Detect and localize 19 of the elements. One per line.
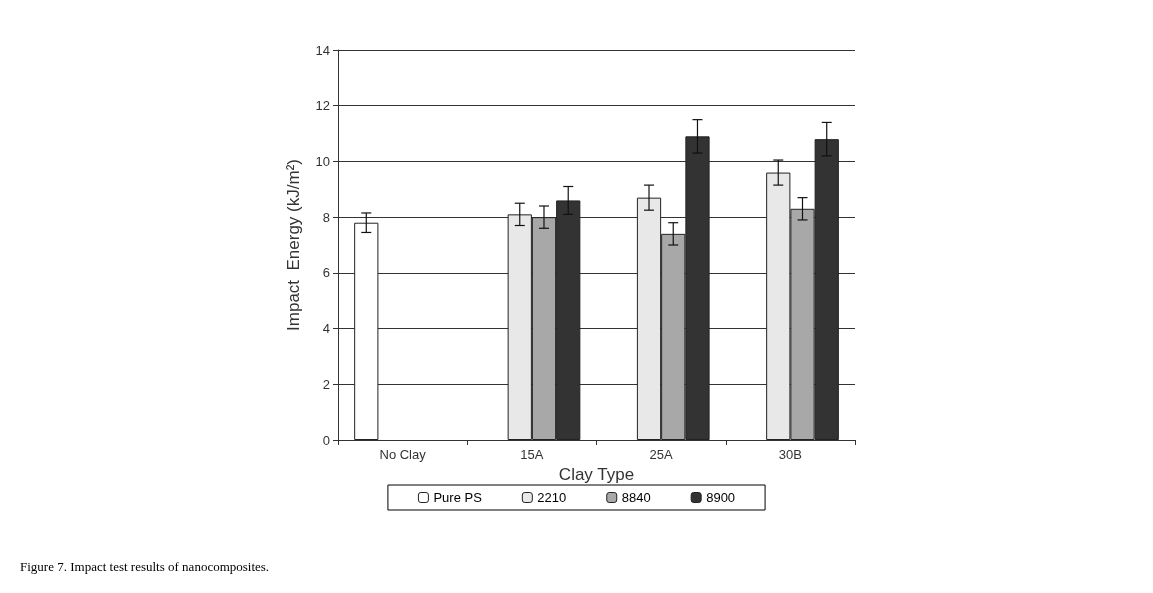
x-tick-label: No Clay — [379, 447, 427, 462]
y-tick-label: 8 — [322, 209, 330, 225]
x-tick-label: 25A — [649, 447, 674, 462]
x-tick-label: 30B — [778, 447, 802, 462]
legend-label: 8840 — [621, 490, 651, 505]
y-tick-label: 2 — [322, 376, 330, 392]
y-tick-label: 4 — [322, 321, 330, 337]
legend-label: 2210 — [537, 490, 567, 505]
legend-label: Pure PS — [433, 490, 483, 505]
x-tick-label: 15A — [520, 447, 544, 462]
y-axis-title: Impact Energy (kJ/m²) — [284, 159, 303, 331]
y-tick-label: 6 — [322, 265, 330, 281]
legend-label: 8900 — [706, 490, 736, 505]
y-tick-label: 0 — [322, 432, 330, 448]
y-tick-label: 10 — [315, 153, 330, 169]
x-axis-title: Clay Type — [558, 464, 635, 484]
caption: Figure 7. Impact test results of nanocomposites. — [20, 559, 270, 574]
y-tick-label: 12 — [315, 98, 330, 114]
y-tick-label: 14 — [315, 42, 330, 58]
